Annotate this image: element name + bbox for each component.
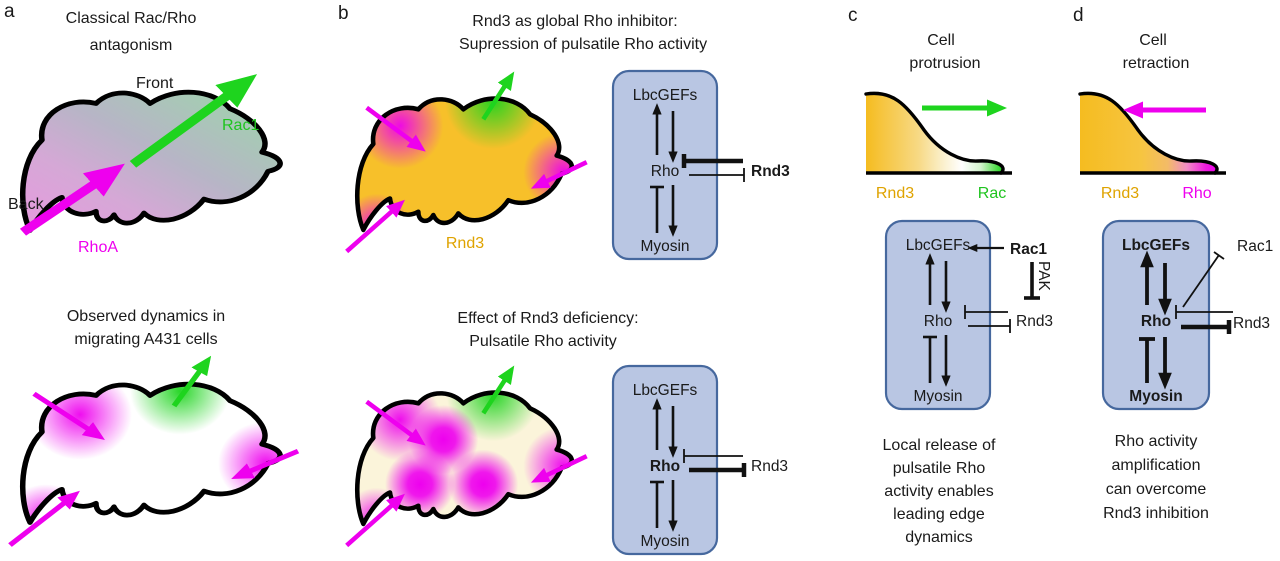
caption-c-line: dynamics — [905, 529, 973, 546]
pathway-box-d — [1101, 219, 1233, 411]
edge-fill — [866, 93, 1004, 173]
rho-inhibits-rac1-tcap — [1213, 251, 1225, 260]
pathway-box-b-bottom — [611, 364, 747, 556]
panel-a-letter: a — [4, 1, 15, 22]
node-lbcgefs: LbcGEFs — [632, 382, 698, 399]
pathway-box-rect — [611, 69, 719, 261]
protrusion-arrow-green — [171, 355, 212, 408]
panel-d-title-line1: Cell — [1139, 32, 1167, 49]
node-rho: Rho — [649, 458, 681, 475]
retraction-arrow-topleft — [365, 105, 426, 152]
pathway-box-c — [884, 219, 1040, 411]
caption-c-line: Local release of — [882, 437, 996, 454]
pathway-box-rect — [611, 364, 719, 556]
panel-d-letter: d — [1073, 5, 1084, 26]
panel-a-subtitle-line2: migrating A431 cells — [74, 331, 218, 348]
edge-top-outline — [1078, 91, 1219, 175]
rho-inhibits-rac1-line — [1182, 254, 1220, 308]
caption-d-line: Rho activity — [1114, 433, 1198, 450]
external-rnd3: Rnd3 — [1233, 315, 1271, 332]
cell-rnd3-label: Rnd3 — [445, 235, 485, 252]
node-rho: Rho — [650, 163, 680, 180]
node-myosin: Myosin — [640, 533, 690, 550]
cell-a-observed — [8, 355, 300, 547]
node-rho: Rho — [923, 313, 953, 330]
panel-c-title-line2: protrusion — [909, 55, 981, 72]
rhoa-arrow — [19, 163, 125, 236]
panel-b-title-line1: Rnd3 as global Rho inhibitor: — [472, 13, 678, 30]
edge-profile-retraction — [1078, 91, 1226, 175]
node-lbcgefs: LbcGEFs — [1121, 237, 1191, 254]
panel-c-letter: c — [848, 5, 858, 26]
panel-b-subtitle-line2: Pulsatile Rho activity — [469, 333, 617, 350]
gradient-left-label: Rnd3 — [1100, 185, 1140, 202]
panel-d-title-line2: retraction — [1122, 55, 1190, 72]
node-myosin: Myosin — [1129, 388, 1183, 405]
external-rnd3: Rnd3 — [751, 458, 789, 475]
external-rnd3: Rnd3 — [751, 163, 790, 180]
rac1-arrow — [129, 74, 258, 168]
external-rac1: Rac1 — [1237, 238, 1274, 255]
edge-top-outline — [864, 91, 1005, 175]
gradient-right-label: Rac — [977, 185, 1007, 202]
rhoa-label: RhoA — [77, 239, 119, 256]
pathway-box-b-top — [611, 69, 745, 261]
node-myosin: Myosin — [913, 388, 963, 405]
gradient-left-label: Rnd3 — [875, 185, 915, 202]
retraction-arrow-topleft — [32, 391, 105, 441]
panel-a-subtitle-line1: Observed dynamics in — [66, 308, 226, 325]
caption-c-line: activity enables — [884, 483, 994, 500]
caption-d-line: amplification — [1111, 457, 1201, 474]
node-lbcgefs: LbcGEFs — [632, 87, 698, 104]
retraction-arrow-bottomleft — [345, 493, 405, 548]
panel-a-title-line2: antagonism — [89, 37, 173, 54]
cell-b-rnd3 — [345, 71, 588, 254]
rac1-label: Rac1 — [222, 117, 260, 134]
cell-b-deficient — [345, 365, 588, 548]
caption-d-line: can overcome — [1105, 481, 1207, 498]
panel-a-title-line1: Classical Rac/Rho — [65, 10, 197, 27]
node-rho: Rho — [1140, 313, 1172, 330]
node-lbcgefs: LbcGEFs — [905, 237, 971, 254]
retraction-arrow-bottomleft — [8, 490, 80, 547]
panel-b-letter: b — [338, 3, 349, 24]
cell-fill-patches — [22, 384, 281, 523]
cell-a-classical — [19, 74, 283, 236]
edge-profile-protrusion — [864, 91, 1012, 175]
back-label: Back — [8, 196, 44, 213]
pathway-box-rect — [1101, 219, 1211, 411]
panel-b-subtitle-line1: Effect of Rnd3 deficiency: — [457, 310, 639, 327]
retraction-arrow-right — [231, 448, 300, 480]
pak-label: PAK — [1035, 261, 1052, 291]
panel-c-title-line1: Cell — [927, 32, 955, 49]
retraction-arrow-right — [530, 454, 588, 483]
panel-b-title-line2: Supression of pulsatile Rho activity — [458, 36, 708, 53]
retraction-arrow-topleft — [365, 399, 426, 446]
edge-fill — [1080, 93, 1218, 173]
caption-c-line: leading edge — [893, 506, 985, 523]
protrusion-arrow-green — [481, 71, 515, 121]
external-rac1: Rac1 — [1010, 241, 1048, 258]
caption-c-line: pulsatile Rho — [892, 460, 986, 477]
protrusion-arrow-green — [481, 365, 515, 415]
front-label: Front — [136, 75, 174, 92]
retraction-arrow-right — [530, 160, 588, 189]
external-rnd3: Rnd3 — [1016, 313, 1054, 330]
node-myosin: Myosin — [640, 238, 690, 255]
caption-d-line: Rnd3 inhibition — [1103, 505, 1209, 522]
pathway-box-rect — [884, 219, 992, 411]
gradient-right-label: Rho — [1182, 185, 1212, 202]
retraction-arrow-bottomleft — [345, 199, 405, 254]
